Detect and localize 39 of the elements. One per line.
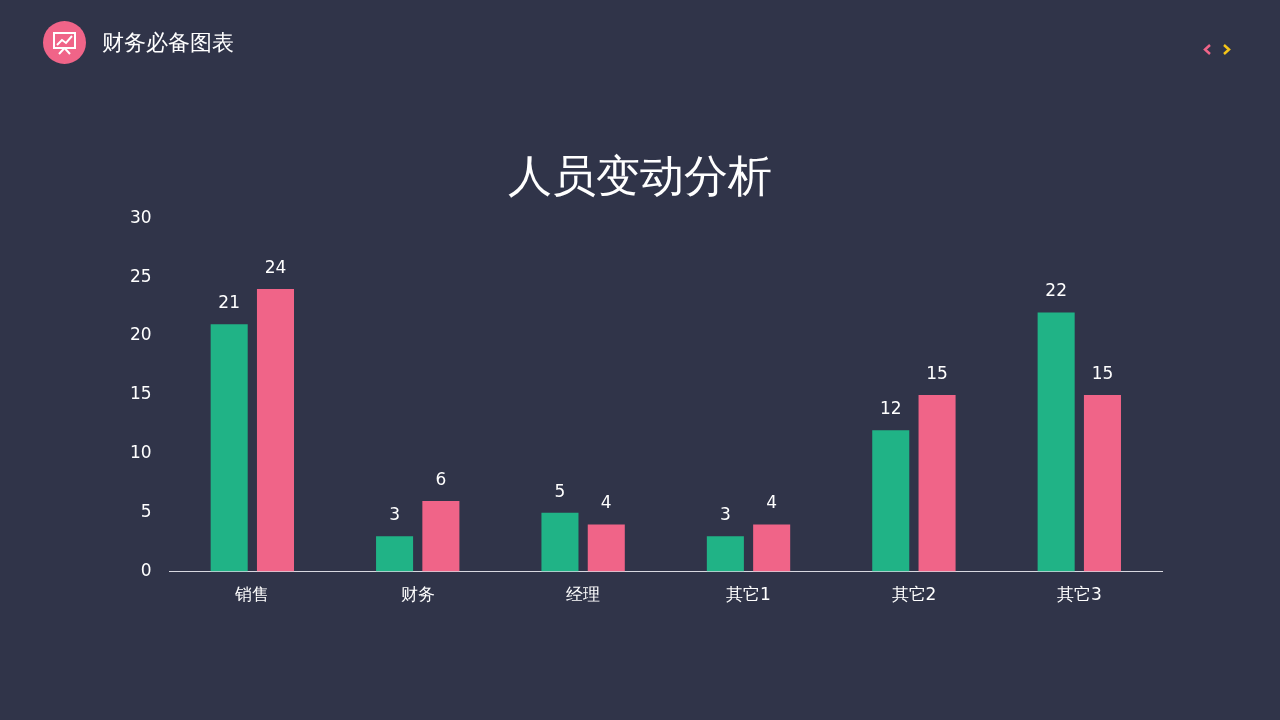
bar <box>210 324 248 572</box>
y-tick-label: 25 <box>129 265 152 286</box>
bar <box>422 500 460 572</box>
x-tick-label: 其它2 <box>891 584 937 605</box>
data-label: 3 <box>719 504 731 525</box>
bar <box>918 394 956 572</box>
bar <box>1083 394 1121 572</box>
bar <box>376 536 414 572</box>
bar <box>706 536 744 572</box>
bar <box>587 524 625 572</box>
y-tick-label: 0 <box>140 560 152 581</box>
x-tick-label: 销售 <box>234 584 270 605</box>
bar <box>753 524 791 572</box>
bar <box>1037 312 1075 572</box>
data-label: 22 <box>1045 280 1067 301</box>
data-label: 15 <box>1091 362 1114 383</box>
data-label: 4 <box>600 492 612 513</box>
chart-title: 人员变动分析 <box>507 149 773 203</box>
x-tick-label: 其它3 <box>1056 584 1102 605</box>
y-tick-label: 5 <box>140 501 152 522</box>
bar <box>256 288 295 572</box>
data-label: 4 <box>766 492 778 513</box>
x-tick-label: 其它1 <box>726 584 771 605</box>
data-label: 6 <box>435 468 447 489</box>
y-tick-label: 30 <box>129 206 152 227</box>
data-label: 21 <box>218 292 240 313</box>
data-label: 12 <box>879 398 902 419</box>
data-label: 5 <box>554 480 566 501</box>
text: 财务必备图表 <box>102 29 234 57</box>
y-tick-label: 20 <box>129 324 152 345</box>
data-label: 24 <box>264 256 287 277</box>
y-tick-label: 10 <box>129 442 152 463</box>
bar <box>872 430 910 572</box>
x-tick-label: 经理 <box>566 584 601 605</box>
x-tick-label: 财务 <box>400 584 435 605</box>
data-label: 3 <box>389 504 400 525</box>
data-label: 15 <box>926 362 948 383</box>
y-tick-label: 15 <box>129 383 152 404</box>
bar <box>541 512 579 572</box>
